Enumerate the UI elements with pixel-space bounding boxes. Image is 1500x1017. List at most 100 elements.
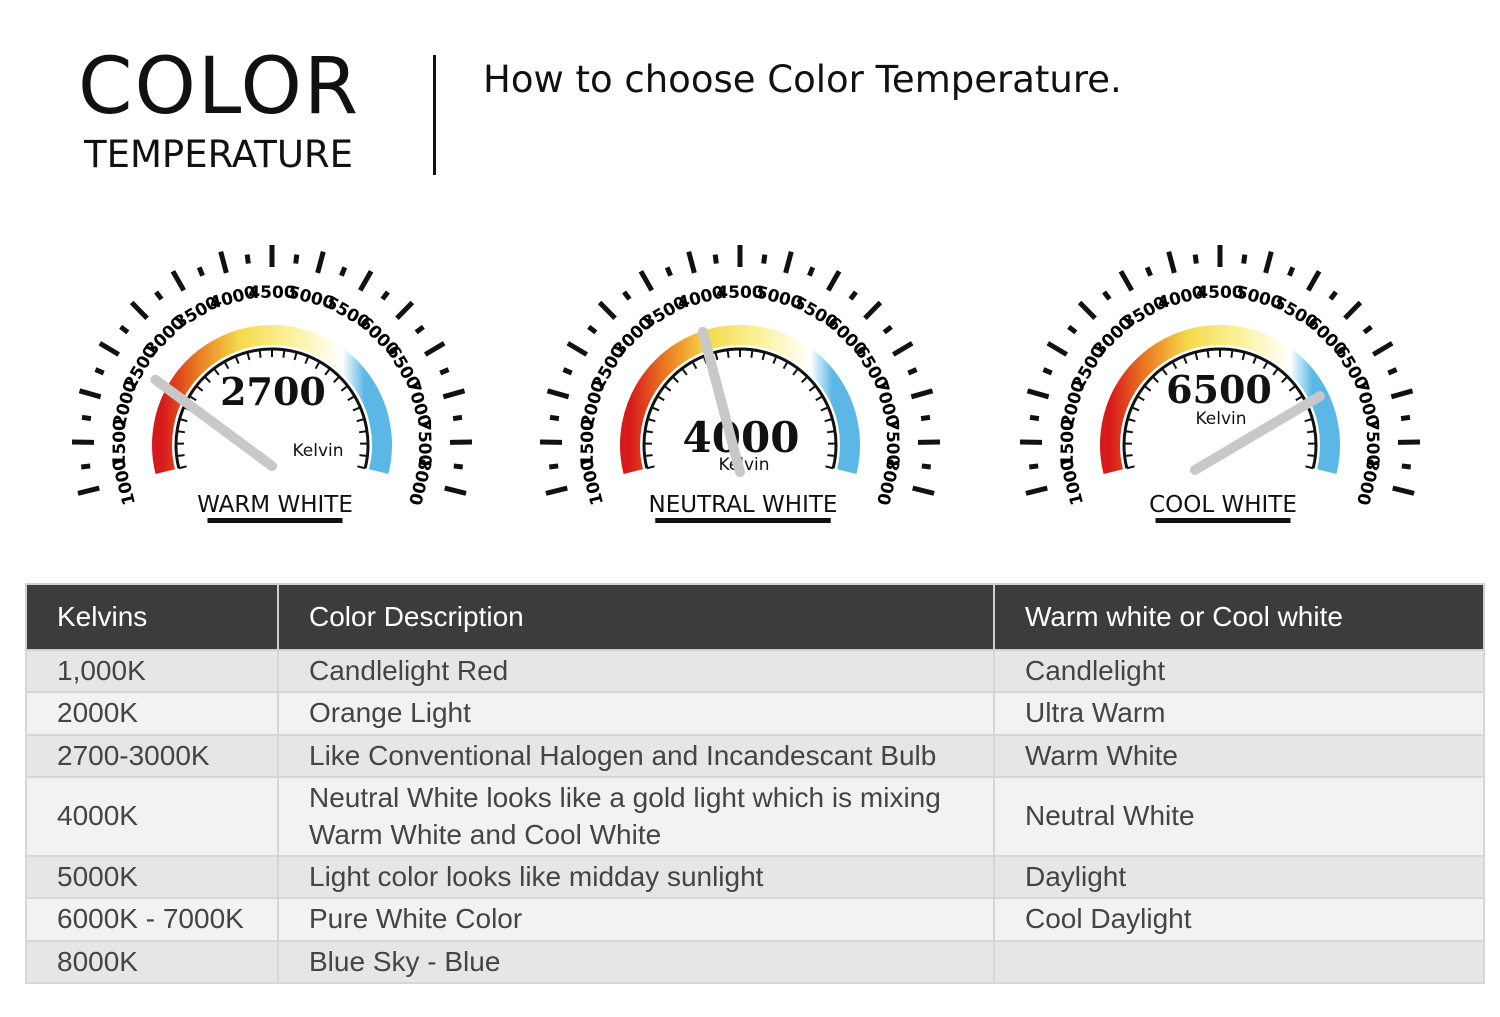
scale-tick (439, 367, 450, 376)
cell-warm-cool: Warm White (993, 733, 1485, 779)
table-row: 2700-3000K Like Conventional Halogen and … (25, 733, 1485, 779)
scale-tick (826, 270, 842, 292)
inner-tick (179, 418, 188, 423)
scale-tick (597, 300, 617, 320)
scale-tick (1392, 485, 1415, 496)
gauge-needle (150, 374, 277, 471)
inner-tick (358, 430, 368, 434)
header-description: Color Description (277, 583, 995, 651)
header-kelvins: Kelvins (25, 583, 279, 651)
cell-description: Blue Sky - Blue (277, 939, 995, 985)
color-arc (152, 325, 392, 475)
inner-tick (824, 418, 833, 423)
cell-description: Neutral White looks like a gold light wh… (277, 776, 995, 857)
inner-tick (223, 361, 230, 370)
inner-tick (1131, 406, 1140, 412)
inner-tick (178, 465, 187, 470)
cell-description: Candlelight Red (277, 648, 995, 694)
inner-tick (714, 351, 719, 361)
table-header-row: Kelvins Color Description Warm white or … (25, 583, 1485, 651)
scale-tick (293, 254, 300, 264)
scale-tick (566, 341, 589, 357)
cell-description: Pure White Color (277, 897, 995, 942)
inner-tick (826, 430, 836, 434)
inner-tick (801, 375, 809, 384)
scale-tick (549, 414, 560, 422)
scale-label: 1500 (1058, 419, 1079, 467)
gauge-cool-white: 1000150020002500300035004000450050005500… (1019, 245, 1421, 523)
cell-kelvins: 6000K - 7000K (25, 897, 279, 942)
scale-tick (1025, 485, 1048, 496)
gauge-name-underline (655, 518, 831, 523)
scale-tick (1046, 341, 1069, 357)
inner-tick (1281, 375, 1289, 384)
scale-tick (686, 251, 697, 274)
cell-warm-cool: Cool Daylight (993, 897, 1485, 942)
cell-warm-cool: Neutral White (993, 776, 1485, 857)
inner-tick (671, 375, 679, 384)
inner-tick (324, 367, 331, 376)
scale-tick (1026, 388, 1050, 400)
scale-tick (1028, 463, 1039, 470)
scale-tick (339, 266, 348, 277)
scale-tick (912, 485, 935, 496)
scale-tick (444, 485, 467, 496)
gauge-warm-white: 1000150020002500300035004000450050005500… (71, 245, 473, 523)
inner-tick (681, 367, 688, 376)
inner-tick (203, 375, 211, 384)
scale-tick (807, 266, 816, 277)
scale-tick (1166, 251, 1177, 274)
cell-warm-cool: Candlelight (993, 648, 1485, 694)
scale-tick (664, 266, 673, 277)
inner-tick (782, 361, 789, 370)
scale-label: 4500 (1196, 283, 1243, 303)
inner-tick (1126, 465, 1135, 470)
color-arc (1100, 324, 1340, 475)
gauge-name-underline (207, 518, 343, 523)
table-row: 2000K Orange Light Ultra Warm (25, 691, 1485, 736)
cell-description: Light color looks like midday sunlight (277, 854, 995, 900)
scale-tick (81, 414, 92, 422)
inner-tick (213, 367, 220, 376)
inner-tick (246, 351, 251, 361)
inner-tick (352, 406, 361, 412)
scale-tick (1401, 463, 1412, 470)
cell-kelvins: 2000K (25, 691, 279, 736)
scale-tick (78, 388, 102, 400)
scale-tick (129, 300, 149, 320)
color-temperature-table: Kelvins Color Description Warm white or … (25, 583, 1485, 985)
scale-tick (154, 290, 164, 301)
scale-label: 7500 (1362, 419, 1383, 467)
inner-tick (820, 406, 829, 412)
inner-tick (357, 465, 366, 470)
inner-tick (1127, 418, 1136, 423)
gauge-value: 6500 (1166, 367, 1272, 412)
scale-tick (546, 388, 570, 400)
scale-label: 4500 (716, 283, 763, 303)
scale-tick (423, 341, 446, 357)
inner-tick (663, 385, 672, 392)
scale-tick (452, 414, 463, 422)
table-row: 6000K - 7000K Pure White Color Cool Daylig… (25, 897, 1485, 942)
inner-tick (359, 454, 368, 457)
inner-tick (333, 375, 341, 384)
inner-tick (772, 355, 778, 364)
cell-kelvins: 8000K (25, 939, 279, 985)
table-row: 5000K Light color looks like midday sunli… (25, 854, 1485, 900)
gauge-value: 2700 (220, 369, 326, 414)
inner-tick (827, 454, 836, 457)
table-row: 1,000K Candlelight Red Candlelight (25, 648, 1485, 694)
inner-tick (656, 395, 665, 402)
gauge-unit: Kelvin (292, 441, 343, 461)
scale-tick (1328, 290, 1338, 301)
scale-label: 4500 (248, 283, 295, 303)
gauge-neutral-white: 1000150020002500300035004000450050005500… (539, 245, 941, 523)
scale-tick (1102, 290, 1112, 301)
gauge-needle (697, 326, 745, 477)
inner-tick (314, 361, 321, 370)
scale-tick (863, 300, 883, 320)
scale-label: 8000 (872, 456, 903, 507)
inner-tick (258, 349, 262, 358)
inner-tick (1304, 418, 1313, 423)
